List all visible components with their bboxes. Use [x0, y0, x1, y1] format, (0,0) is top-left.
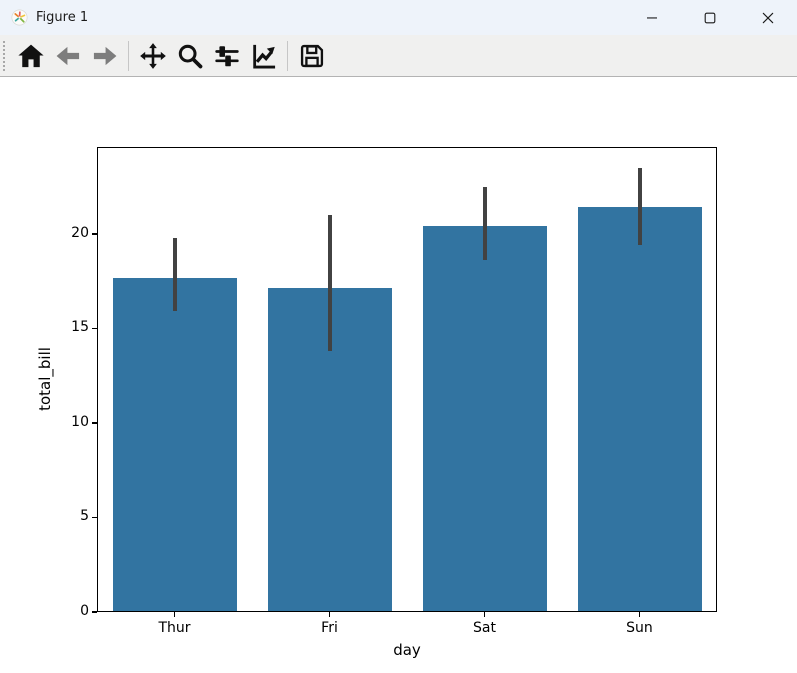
sliders-icon [214, 45, 239, 66]
x-tick-label: Thur [158, 620, 191, 636]
save-button[interactable] [293, 37, 330, 74]
close-icon [762, 12, 774, 23]
errorbar-sun [637, 167, 642, 246]
maximize-button[interactable] [681, 0, 739, 35]
minimize-icon [647, 16, 657, 18]
y-tick-mark [92, 422, 97, 424]
maximize-icon [704, 12, 716, 23]
save-floppy-icon [300, 44, 323, 67]
zoom-magnifier-icon [178, 44, 202, 68]
x-tick-mark [638, 612, 641, 617]
y-tick-label: 5 [80, 508, 89, 525]
x-tick-mark [328, 612, 331, 617]
toolbar-drag-handle-icon[interactable] [3, 40, 5, 71]
toolbar-separator [128, 40, 129, 71]
bar-sat [422, 225, 547, 612]
close-button[interactable] [739, 0, 797, 35]
window-controls [623, 0, 797, 35]
matplotlib-logo-icon [11, 9, 28, 26]
minimize-button[interactable] [623, 0, 681, 35]
pan-move-icon [139, 42, 166, 69]
home-icon [17, 44, 44, 67]
pan-button[interactable] [134, 37, 171, 74]
home-button[interactable] [12, 37, 49, 74]
back-button[interactable] [49, 37, 86, 74]
line-chart-icon [252, 44, 275, 68]
y-tick-label: 20 [71, 224, 89, 241]
configure-subplots-button[interactable] [208, 37, 245, 74]
forward-arrow-icon [93, 46, 116, 65]
x-tick-mark [483, 612, 486, 617]
errorbar-fri [327, 215, 332, 352]
y-tick-label: 15 [71, 319, 89, 336]
errorbar-sat [482, 186, 487, 261]
errorbar-thur [172, 237, 177, 312]
bar-sun [577, 207, 702, 612]
back-arrow-icon [56, 46, 79, 65]
x-tick-mark [173, 612, 176, 617]
bar-thur [112, 277, 237, 612]
x-axis-label: day [393, 641, 421, 659]
y-tick-mark [92, 516, 97, 519]
y-tick-mark [92, 233, 97, 235]
y-axis-label: total_bill [36, 347, 54, 411]
y-tick-mark [92, 611, 97, 613]
titlebar[interactable]: Figure 1 [0, 0, 797, 35]
x-tick-label: Sat [473, 620, 496, 636]
matplotlib-toolbar [0, 35, 797, 77]
toolbar-separator [287, 40, 288, 71]
y-tick-mark [92, 327, 97, 330]
forward-button[interactable] [86, 37, 123, 74]
y-tick-label: 0 [80, 603, 89, 619]
window-title: Figure 1 [36, 10, 89, 25]
x-tick-label: Fri [321, 620, 338, 636]
edit-axes-button[interactable] [245, 37, 282, 74]
zoom-button[interactable] [171, 37, 208, 74]
x-tick-label: Sun [626, 620, 653, 636]
y-tick-label: 10 [71, 413, 89, 430]
figure-canvas: day total_bill Thur Fri Sat Sun 0 5 10 15 20 [0, 77, 797, 673]
